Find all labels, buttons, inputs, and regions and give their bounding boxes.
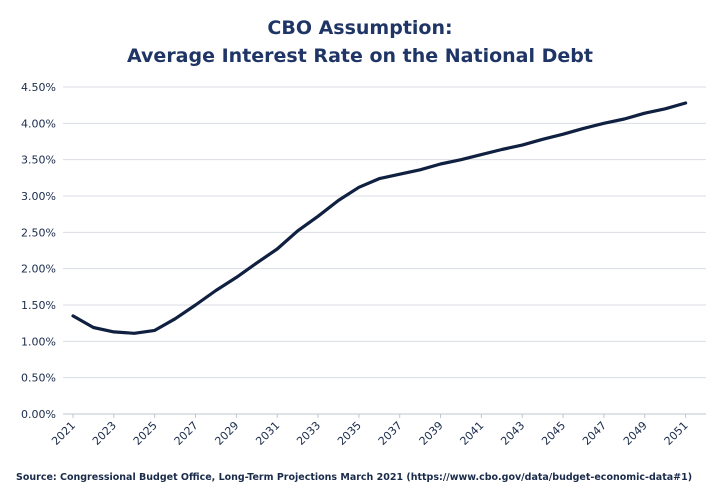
y-tick-label: 0.00% bbox=[21, 408, 56, 421]
y-tick-label: 2.50% bbox=[21, 226, 56, 239]
x-tick-label: 2033 bbox=[294, 419, 323, 448]
x-tick-label: 2047 bbox=[580, 419, 609, 448]
x-tick-label: 2027 bbox=[172, 419, 201, 448]
x-tick-label: 2051 bbox=[662, 419, 691, 448]
y-tick-label: 3.00% bbox=[21, 190, 56, 203]
x-tick-label: 2049 bbox=[621, 419, 650, 448]
x-tick-label: 2023 bbox=[90, 419, 119, 448]
y-tick-label: 1.50% bbox=[21, 299, 56, 312]
y-tick-label: 2.00% bbox=[21, 263, 56, 276]
series-line bbox=[71, 101, 688, 335]
y-tick-label: 3.50% bbox=[21, 154, 56, 167]
y-tick-label: 0.50% bbox=[21, 372, 56, 385]
x-tick-label: 2041 bbox=[458, 419, 487, 448]
x-tick-label: 2029 bbox=[212, 419, 241, 448]
y-tick-label: 4.50% bbox=[21, 81, 56, 94]
x-tick-label: 2021 bbox=[49, 419, 78, 448]
source-note: Source: Congressional Budget Office, Lon… bbox=[16, 472, 693, 483]
y-tick-label: 4.00% bbox=[21, 117, 56, 130]
x-tick-label: 2043 bbox=[498, 419, 527, 448]
chart-title: CBO Assumption: bbox=[267, 17, 453, 39]
x-tick-label: 2045 bbox=[539, 419, 568, 448]
x-tick-label: 2035 bbox=[335, 419, 364, 448]
chart-subtitle: Average Interest Rate on the National De… bbox=[127, 45, 593, 67]
y-tick-label: 1.00% bbox=[21, 335, 56, 348]
x-tick-label: 2031 bbox=[253, 419, 282, 448]
x-tick-label: 2025 bbox=[131, 419, 160, 448]
x-tick-label: 2037 bbox=[376, 419, 405, 448]
x-tick-label: 2039 bbox=[417, 419, 446, 448]
